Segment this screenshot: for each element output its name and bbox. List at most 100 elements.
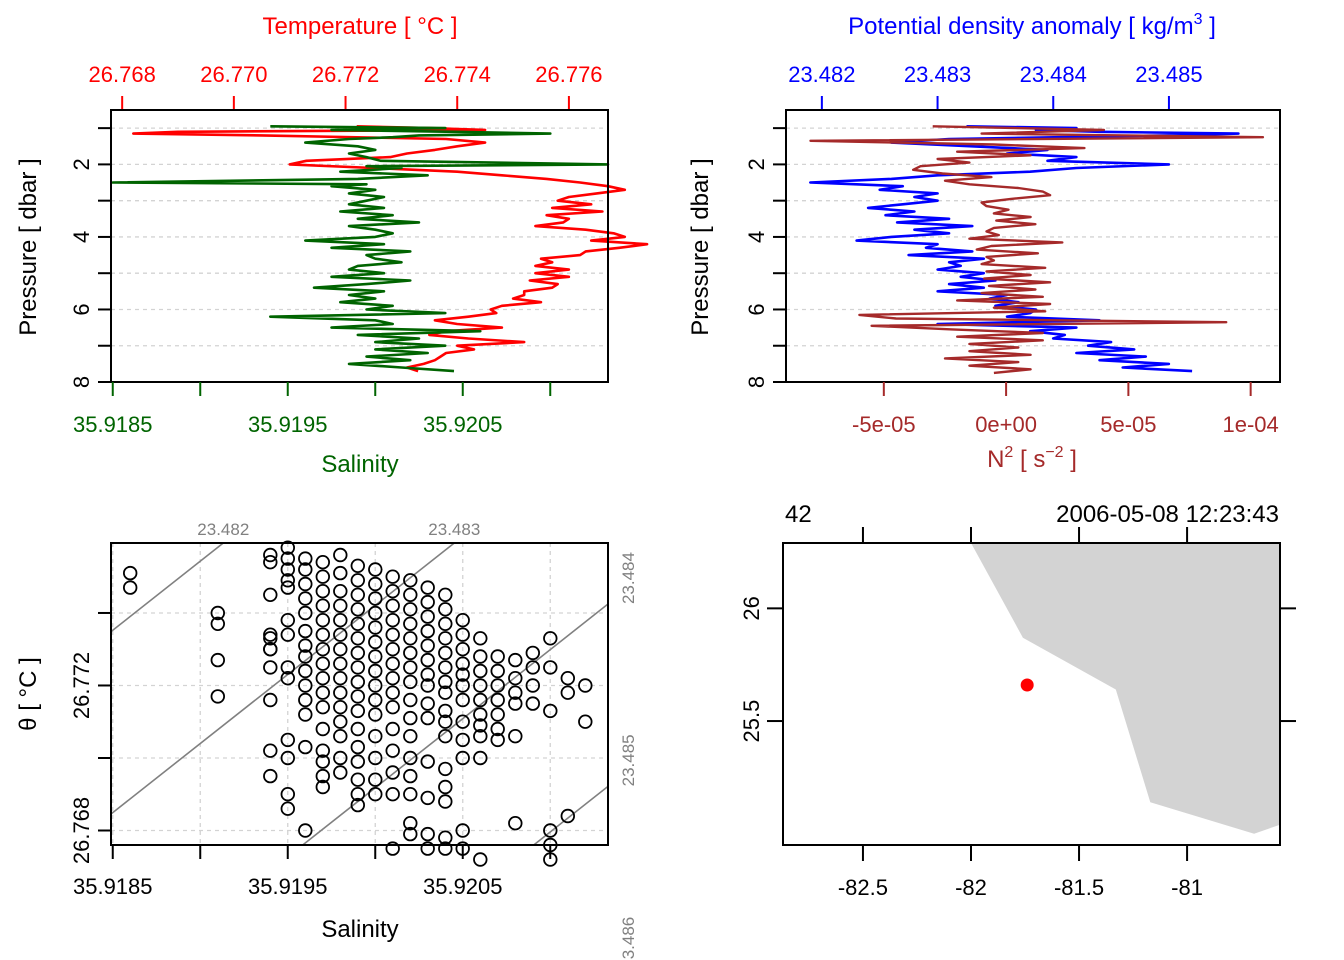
top-tick-label: 26.768: [89, 62, 156, 87]
ts-point: [298, 623, 313, 639]
lat-tick-label: 25.5: [739, 700, 764, 743]
ts-point: [280, 573, 296, 588]
plot-frame: [785, 109, 1281, 383]
ts-point: [350, 739, 366, 755]
ts-point: [280, 613, 296, 628]
ts-point: [438, 587, 453, 603]
ts-grid: [111, 543, 608, 845]
ts-point: [333, 613, 348, 628]
top-tick-label: 23.483: [904, 62, 971, 87]
ts-point: [368, 663, 383, 679]
y-tick-label: 26.772: [69, 652, 94, 719]
x-tick-label: 35.9205: [423, 874, 503, 899]
top-tick-label: 26.774: [424, 62, 491, 87]
ts-point: [473, 750, 488, 766]
ts-point: [403, 768, 418, 784]
ts-point: [438, 645, 453, 661]
ts-point: [385, 765, 400, 780]
bottom-tick-label: 1e-04: [1223, 412, 1279, 437]
ts-point: [508, 696, 523, 711]
ts-point: [315, 700, 331, 715]
ts-point: [490, 692, 505, 708]
n2-axis-ticks: -5e-05 0e+00 5e-05 1e-04: [852, 382, 1279, 437]
ts-point: [263, 631, 278, 646]
ts-point: [368, 634, 383, 650]
ts-point: [455, 823, 470, 838]
ts-point: [315, 768, 331, 784]
ts-point: [403, 816, 418, 831]
ts-point: [350, 631, 366, 646]
salinity-axis-ticks: 35.9185 35.9195 35.9205: [73, 845, 552, 899]
ts-point: [403, 787, 418, 802]
ts-point: [368, 562, 383, 577]
ts-point: [315, 555, 331, 570]
ts-point: [280, 551, 296, 566]
station-marker[interactable]: [1020, 678, 1034, 692]
ts-point: [333, 750, 348, 766]
y-tick-label: 2: [69, 158, 94, 170]
ts-point: [455, 750, 470, 766]
ts-point: [473, 692, 488, 708]
ts-point: [490, 707, 505, 722]
pressure-axis-ticks: 2 4 6 8: [744, 127, 786, 388]
ts-point: [350, 689, 366, 704]
ts-point: [525, 696, 541, 711]
ts-point: [333, 584, 348, 599]
ts-point: [403, 602, 418, 617]
ts-point: [543, 703, 558, 719]
ts-point: [525, 660, 541, 675]
ts-point: [385, 598, 400, 613]
ts-point: [315, 569, 331, 584]
ts-point: [420, 652, 435, 668]
map-axis-ticks: -82.5 -82 -81.5 -81 26 25.5: [739, 527, 1296, 900]
ts-point: [455, 642, 470, 657]
y-tick-label: 6: [744, 303, 769, 315]
ts-point: [385, 685, 400, 700]
ts-point: [210, 605, 226, 621]
ts-point: [438, 660, 453, 675]
pressure-axis-title: Pressure [ dbar ]: [15, 158, 42, 335]
y-tick-label: 4: [69, 231, 94, 243]
plot-frame: [110, 109, 609, 383]
ts-point: [455, 656, 470, 671]
ts-point: [438, 729, 453, 744]
ts-point: [473, 678, 488, 693]
ts-point: [315, 754, 331, 769]
ts-point: [420, 638, 435, 653]
n2-title-main: N: [987, 446, 1004, 473]
ts-point: [420, 594, 435, 610]
ts-point: [280, 787, 296, 802]
pressure-axis-title: Pressure [ dbar ]: [687, 158, 714, 335]
y-tick-label: 4: [744, 231, 769, 243]
n2-title-mid: [ s: [1013, 446, 1045, 473]
y-tick-label: 2: [744, 158, 769, 170]
ts-point: [473, 649, 488, 664]
ts-point: [455, 678, 470, 693]
density-axis-title: Potential density anomaly [ kg/m3 ]: [848, 11, 1216, 40]
ts-point: [350, 703, 366, 719]
ts-point: [280, 801, 296, 816]
ts-point: [455, 692, 470, 708]
temperature-salinity-panel: Temperature [ °C ] 26.768 26.770 26.772 26.…: [15, 13, 649, 478]
ts-point: [298, 638, 313, 653]
ts-point: [122, 580, 138, 595]
density-title-end: ]: [1203, 13, 1216, 40]
ts-point: [263, 660, 278, 675]
ts-point: [350, 660, 366, 675]
n2-title-sup: 2: [1004, 444, 1013, 461]
ts-point: [298, 551, 313, 566]
theta-axis-ticks: 26.768 26.772: [69, 611, 111, 864]
ts-point: [263, 642, 278, 657]
ts-point: [438, 779, 453, 795]
ts-point: [490, 732, 505, 748]
ts-point: [298, 823, 313, 838]
ts-point: [385, 627, 400, 642]
ts-point: [385, 656, 400, 671]
station-id-label: 42: [785, 501, 812, 528]
bottom-tick-label: 5e-05: [1100, 412, 1156, 437]
ts-point: [298, 739, 313, 755]
profile-lines: [809, 125, 1265, 375]
bottom-tick-label: 0e+00: [975, 412, 1037, 437]
ts-point: [333, 598, 348, 613]
ts-point: [438, 674, 453, 690]
